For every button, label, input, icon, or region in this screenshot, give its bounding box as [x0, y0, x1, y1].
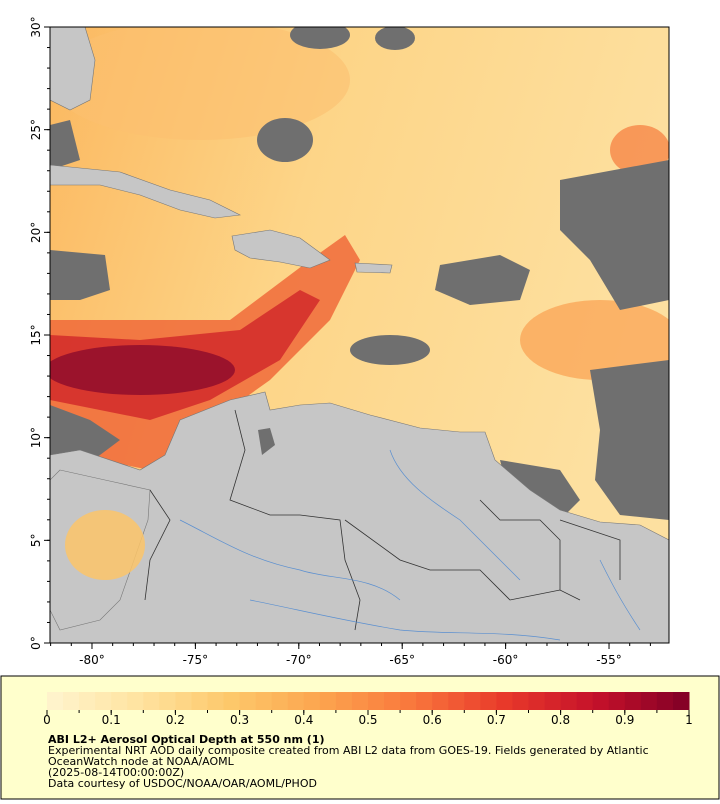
- colorbar-cell: [79, 692, 96, 710]
- x-tick-label: -75°: [183, 653, 209, 667]
- colorbar-cell: [95, 692, 112, 710]
- colorbar-tick-label: 0.3: [230, 713, 249, 727]
- colorbar-cell: [592, 692, 610, 710]
- colorbar-cell: [319, 692, 337, 710]
- colorbar-cell: [608, 692, 626, 710]
- colorbar-tick-label: 0.5: [358, 713, 377, 727]
- colorbar-cell: [384, 692, 401, 710]
- colorbar-cell: [416, 692, 433, 710]
- aod-plume-core: [50, 345, 235, 395]
- colorbar-tick-label: 0.1: [102, 713, 121, 727]
- caption-line: OceanWatch node at NOAA/AOML: [48, 755, 235, 768]
- colorbar-cell: [239, 692, 257, 710]
- colorbar-cell: [271, 692, 289, 710]
- aod-patch: [50, 27, 350, 140]
- colorbar-cell: [287, 692, 305, 710]
- colorbar-cell: [351, 692, 369, 710]
- colorbar-cell: [464, 692, 481, 710]
- colorbar-tick-label: 0.8: [551, 713, 570, 727]
- colorbar-cell: [159, 692, 176, 710]
- x-tick-label: -70°: [286, 653, 312, 667]
- caption-line: (2025-08-14T00:00:00Z): [48, 766, 184, 779]
- no-data: [258, 428, 275, 455]
- colorbar-tick-label: 0.2: [166, 713, 185, 727]
- y-tick-label: 20°: [29, 222, 43, 243]
- y-tick-label: 15°: [29, 324, 43, 345]
- colorbar-cell: [640, 692, 658, 710]
- y-tick-label: 30°: [29, 16, 43, 37]
- caption-title: ABI L2+ Aerosol Optical Depth at 550 nm …: [48, 733, 325, 746]
- colorbar-cell: [207, 692, 225, 710]
- colorbar-cell: [576, 692, 594, 710]
- caption-lines: Experimental NRT AOD daily composite cre…: [48, 744, 649, 790]
- caption-line: Experimental NRT AOD daily composite cre…: [48, 744, 649, 757]
- colorbar-tick-label: 0.7: [487, 713, 506, 727]
- colorbar-cell: [368, 692, 385, 710]
- colorbar-cell: [624, 692, 642, 710]
- colorbar-cell: [143, 692, 160, 710]
- colorbar-cell: [191, 692, 208, 710]
- colorbar-cell: [223, 692, 241, 710]
- x-tick-label: -60°: [493, 653, 519, 667]
- colorbar-tick-label: 0: [43, 713, 51, 727]
- y-tick-label: 25°: [29, 119, 43, 140]
- colorbar-cell: [127, 692, 144, 710]
- colorbar-cell: [496, 692, 513, 710]
- colorbar-cell: [335, 692, 353, 710]
- aod-patch: [520, 300, 669, 380]
- colorbar-cell: [512, 692, 529, 710]
- colorbar-tick-label: 0.9: [615, 713, 634, 727]
- colorbar-cell: [63, 692, 80, 710]
- x-tick-label: -55°: [596, 653, 622, 667]
- colorbar-cell: [480, 692, 497, 710]
- colorbar-cell: [400, 692, 417, 710]
- colorbar-cell: [111, 692, 128, 710]
- borders: [144, 409, 621, 631]
- colorbar-tick-label: 0.4: [294, 713, 313, 727]
- no-data: [50, 27, 669, 643]
- map-area: [50, 27, 669, 643]
- colorbar-cell: [255, 692, 273, 710]
- colorbar-cell: [672, 692, 690, 710]
- colorbar-cell: [656, 692, 674, 710]
- colorbar-cell: [528, 692, 546, 710]
- axes: -80° -75° -70° -65° -60° -55° 0° 5° 10° 15° 20° 25°…: [29, 16, 651, 667]
- y-tick-label: 5°: [29, 534, 43, 548]
- y-tick-label: 0°: [29, 636, 43, 650]
- x-tick-label: -65°: [389, 653, 415, 667]
- colorbar-cell: [560, 692, 578, 710]
- aod-patch: [65, 510, 145, 580]
- colorbar-cell: [448, 692, 465, 710]
- aod-patch: [610, 125, 669, 175]
- y-tick-label: 10°: [29, 427, 43, 448]
- colorbar-cell: [544, 692, 562, 710]
- colorbar-tick-label: 0.6: [423, 713, 442, 727]
- caption-line: Data courtesy of USDOC/NOAA/OAR/AOML/PHO…: [48, 777, 317, 790]
- x-tick-label: -80°: [79, 653, 105, 667]
- colorbar-cell: [47, 692, 64, 710]
- colorbar-tick-label: 1: [685, 713, 693, 727]
- colorbar-cell: [432, 692, 449, 710]
- colorbar-cell: [175, 692, 192, 710]
- rivers: [179, 449, 641, 641]
- colorbar: 0 0.1 0.2 0.3 0.4 0.5 0.6 0.7 0.8 0.9 1: [43, 692, 693, 727]
- colorbar-cell: [303, 692, 321, 710]
